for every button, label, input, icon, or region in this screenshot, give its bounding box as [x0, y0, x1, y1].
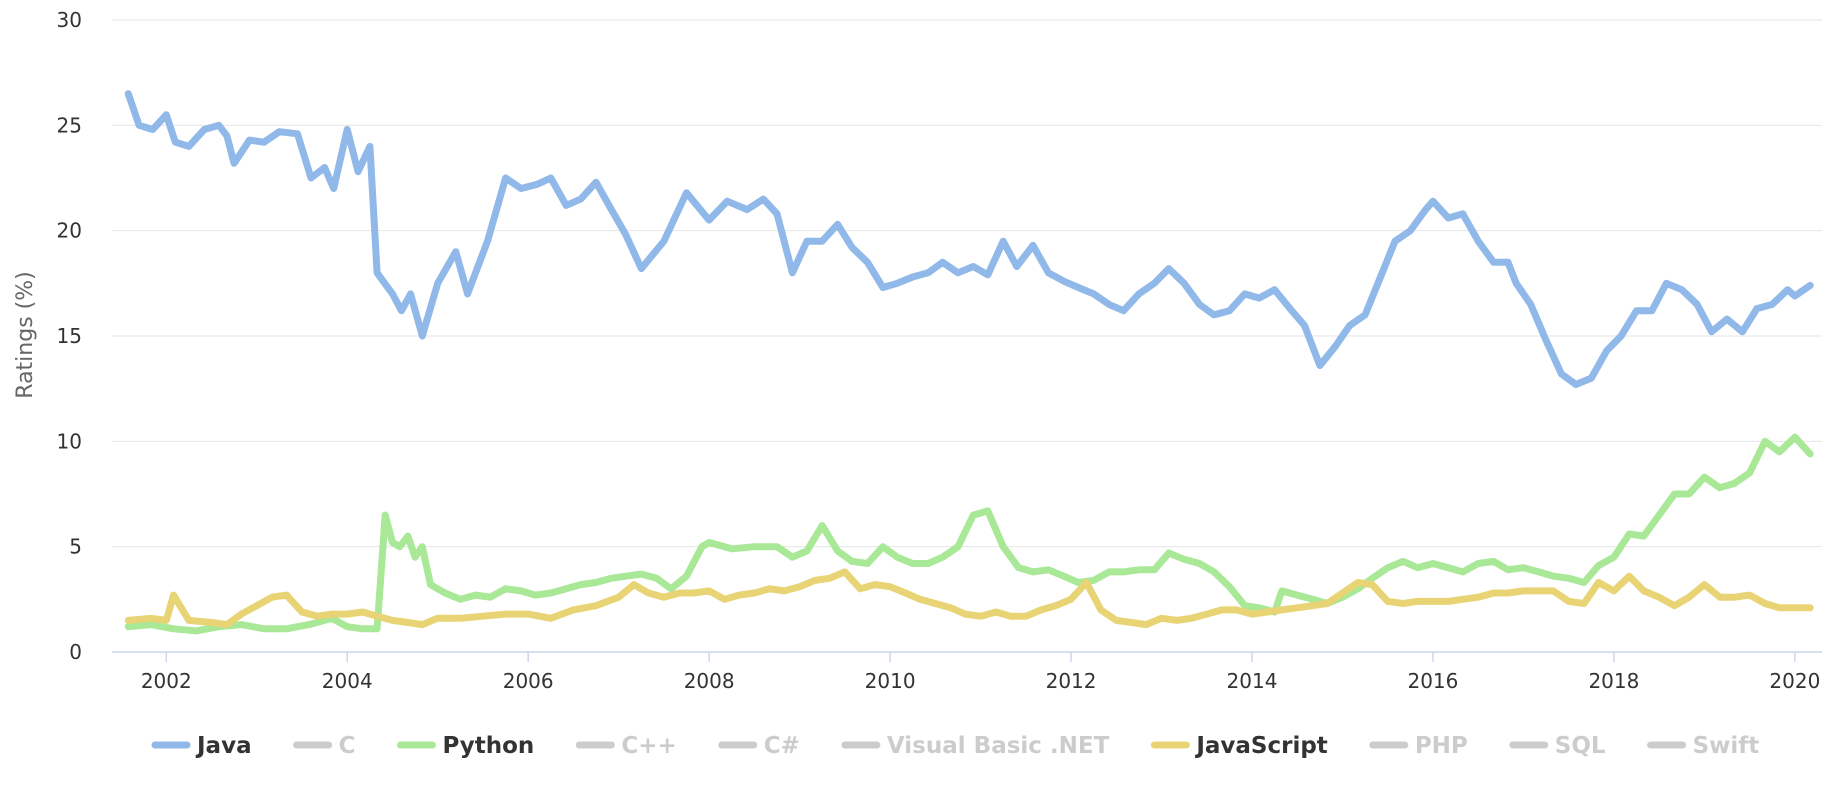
- y-tick-label: 15: [57, 324, 82, 348]
- x-tick-label: 2004: [322, 669, 373, 693]
- x-tick-label: 2018: [1588, 669, 1639, 693]
- legend-label: PHP: [1415, 733, 1468, 759]
- legend-item-visual-basic-net[interactable]: Visual Basic .NET: [841, 733, 1110, 759]
- legend: Java C Python C++ C# Visual Basic .NET JavaScr…: [151, 733, 1760, 759]
- x-tick-label: 2008: [684, 669, 735, 693]
- legend-item-php[interactable]: PHP: [1369, 733, 1468, 759]
- x-tick-label: 2002: [141, 669, 192, 693]
- y-axis-title: Ratings (%): [13, 271, 38, 398]
- legend-item-sql[interactable]: SQL: [1509, 733, 1606, 759]
- legend-label: C: [339, 733, 356, 759]
- legend-label: SQL: [1555, 733, 1606, 759]
- legend-item-c[interactable]: C++: [575, 733, 677, 759]
- legend-item-java[interactable]: Java: [151, 733, 252, 759]
- legend-item-python[interactable]: Python: [396, 733, 534, 759]
- legend-label: Python: [442, 733, 534, 759]
- legend-item-javascript[interactable]: JavaScript: [1150, 733, 1328, 759]
- x-tick-label: 2006: [503, 669, 554, 693]
- legend-label: Swift: [1693, 733, 1760, 759]
- x-axis-ticks: 2002 2004 2006 2008 2010 2012 2014 2016 2018 2020: [141, 652, 1820, 693]
- legend-item-c[interactable]: C#: [718, 733, 800, 759]
- x-tick-label: 2012: [1046, 669, 1097, 693]
- series-line-javascript[interactable]: [124, 568, 1814, 629]
- y-tick-label: 0: [69, 640, 82, 664]
- y-tick-label: 10: [57, 429, 82, 453]
- y-axis-ticks: 0 5 10 15 20 25 30: [57, 8, 82, 664]
- y-tick-label: 25: [57, 113, 82, 137]
- legend-label: Java: [195, 733, 252, 759]
- legend-item-c[interactable]: C: [293, 733, 356, 759]
- legend-label: JavaScript: [1194, 733, 1327, 759]
- legend-item-swift[interactable]: Swift: [1647, 733, 1760, 759]
- legend-label: C++: [621, 733, 676, 759]
- y-tick-label: 20: [57, 219, 82, 243]
- series-line-python[interactable]: [124, 433, 1814, 635]
- x-tick-label: 2016: [1407, 669, 1458, 693]
- legend-label: Visual Basic .NET: [887, 733, 1110, 759]
- y-tick-label: 5: [69, 535, 82, 559]
- series-line-java[interactable]: [124, 90, 1814, 388]
- x-tick-label: 2014: [1227, 669, 1278, 693]
- grid-lines: [112, 19, 1822, 653]
- series-lines: [124, 90, 1814, 635]
- x-tick-label: 2010: [865, 669, 916, 693]
- legend-label: C#: [764, 733, 800, 759]
- x-tick-label: 2020: [1769, 669, 1820, 693]
- y-tick-label: 30: [57, 8, 82, 32]
